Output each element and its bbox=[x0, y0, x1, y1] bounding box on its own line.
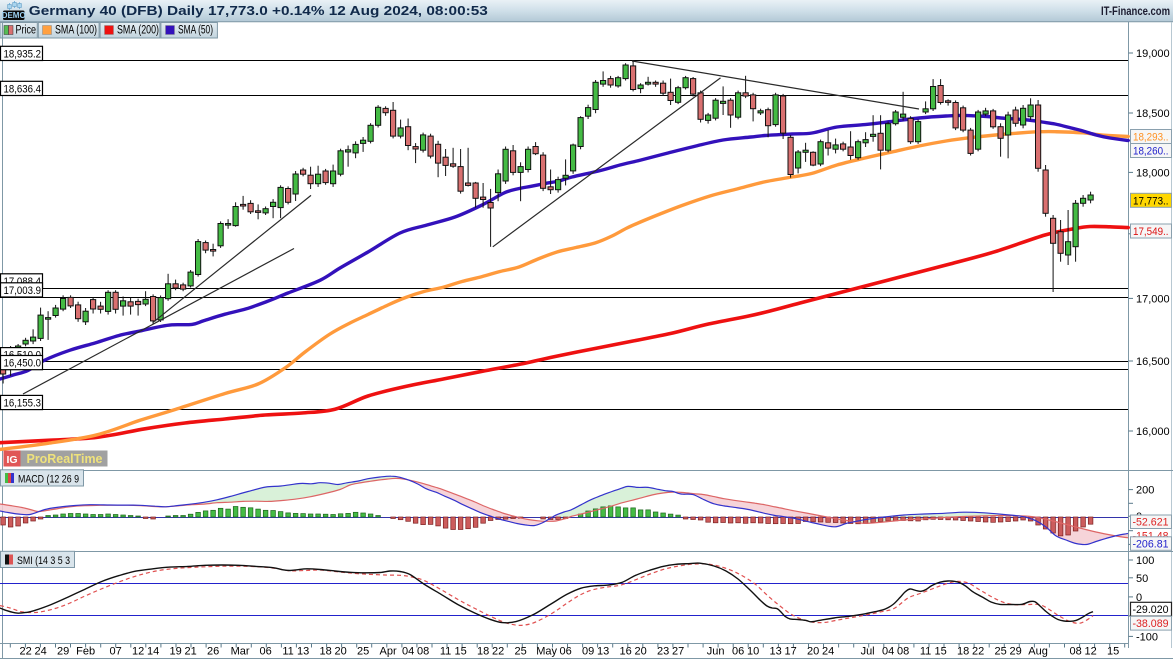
svg-text:23: 23 bbox=[657, 646, 669, 658]
svg-text:22: 22 bbox=[492, 646, 504, 658]
svg-text:29: 29 bbox=[1009, 646, 1021, 658]
svg-text:18: 18 bbox=[319, 646, 331, 658]
svg-text:18: 18 bbox=[957, 646, 969, 658]
svg-text:16,500: 16,500 bbox=[1136, 356, 1170, 368]
svg-text:-52.621: -52.621 bbox=[1133, 517, 1169, 529]
svg-text:-206.81: -206.81 bbox=[1133, 538, 1169, 550]
svg-text:20: 20 bbox=[807, 646, 819, 658]
svg-text:Apr: Apr bbox=[380, 646, 397, 658]
svg-text:25: 25 bbox=[994, 646, 1006, 658]
svg-text:MACD (12 26 9: MACD (12 26 9 bbox=[18, 474, 79, 486]
svg-text:Jun: Jun bbox=[707, 646, 725, 658]
svg-text:Jul: Jul bbox=[861, 646, 875, 658]
svg-text:15: 15 bbox=[454, 646, 466, 658]
svg-text:17,549..: 17,549.. bbox=[1133, 226, 1169, 238]
svg-text:Mar: Mar bbox=[231, 646, 250, 658]
svg-text:24: 24 bbox=[822, 646, 834, 658]
svg-text:13: 13 bbox=[769, 646, 781, 658]
svg-text:Germany 40 (DFB) Daily 17,773.: Germany 40 (DFB) Daily 17,773.0 +0.14% 1… bbox=[29, 4, 488, 18]
svg-text:09: 09 bbox=[582, 646, 594, 658]
svg-text:18,000: 18,000 bbox=[1136, 167, 1170, 179]
svg-text:13: 13 bbox=[297, 646, 309, 658]
svg-text:24: 24 bbox=[34, 646, 46, 658]
svg-text:50: 50 bbox=[1136, 573, 1148, 585]
svg-text:Price: Price bbox=[16, 25, 37, 37]
svg-text:07: 07 bbox=[109, 646, 121, 658]
svg-text:08: 08 bbox=[1069, 646, 1081, 658]
svg-text:26: 26 bbox=[207, 646, 219, 658]
svg-text:SMI (14 3 5 3: SMI (14 3 5 3 bbox=[17, 555, 70, 567]
svg-text:-100: -100 bbox=[1136, 631, 1158, 643]
svg-text:08: 08 bbox=[897, 646, 909, 658]
svg-text:06: 06 bbox=[259, 646, 271, 658]
svg-text:18,636.4: 18,636.4 bbox=[4, 83, 42, 95]
svg-text:May: May bbox=[536, 646, 557, 658]
svg-text:04: 04 bbox=[882, 646, 894, 658]
svg-text:IT-Finance.com: IT-Finance.com bbox=[1101, 4, 1170, 18]
svg-text:04: 04 bbox=[402, 646, 414, 658]
svg-text:IG: IG bbox=[6, 454, 17, 466]
svg-text:21: 21 bbox=[184, 646, 196, 658]
svg-text:19: 19 bbox=[169, 646, 181, 658]
svg-text:08: 08 bbox=[417, 646, 429, 658]
svg-text:SMA (50): SMA (50) bbox=[178, 25, 213, 37]
svg-text:Feb: Feb bbox=[76, 646, 95, 658]
svg-text:0: 0 bbox=[1136, 592, 1142, 604]
svg-text:17,000: 17,000 bbox=[1136, 293, 1170, 305]
svg-text:16,155.3: 16,155.3 bbox=[4, 397, 42, 409]
svg-text:17: 17 bbox=[784, 646, 796, 658]
svg-text:-38.089: -38.089 bbox=[1133, 618, 1169, 630]
svg-text:10: 10 bbox=[747, 646, 759, 658]
svg-text:06: 06 bbox=[559, 646, 571, 658]
svg-text:25: 25 bbox=[514, 646, 526, 658]
svg-text:18: 18 bbox=[477, 646, 489, 658]
svg-text:18,260..: 18,260.. bbox=[1133, 146, 1169, 158]
svg-text:11: 11 bbox=[440, 646, 451, 658]
svg-text:17,003.9: 17,003.9 bbox=[4, 285, 42, 297]
svg-text:200: 200 bbox=[1136, 485, 1154, 497]
svg-text:20: 20 bbox=[634, 646, 646, 658]
svg-text:12: 12 bbox=[132, 646, 144, 658]
svg-text:06: 06 bbox=[732, 646, 744, 658]
svg-text:SMA (100): SMA (100) bbox=[55, 25, 97, 37]
svg-text:12: 12 bbox=[1084, 646, 1096, 658]
svg-text:19,000: 19,000 bbox=[1136, 48, 1170, 60]
svg-text:17,773..: 17,773.. bbox=[1133, 195, 1169, 207]
svg-text:DEMO: DEMO bbox=[2, 11, 26, 20]
svg-text:Aug: Aug bbox=[1028, 646, 1048, 658]
svg-text:22: 22 bbox=[19, 646, 31, 658]
svg-text:16,000: 16,000 bbox=[1136, 426, 1170, 438]
svg-text:14: 14 bbox=[147, 646, 159, 658]
svg-text:18,935.2: 18,935.2 bbox=[4, 48, 42, 60]
svg-text:16: 16 bbox=[619, 646, 631, 658]
svg-text:25: 25 bbox=[357, 646, 369, 658]
svg-text:-29.020: -29.020 bbox=[1133, 604, 1169, 616]
svg-text:SMA (200): SMA (200) bbox=[117, 25, 159, 37]
svg-text:11: 11 bbox=[920, 646, 931, 658]
svg-text:100: 100 bbox=[1136, 555, 1154, 567]
svg-text:16,450.0: 16,450.0 bbox=[4, 358, 42, 370]
svg-text:ProRealTime: ProRealTime bbox=[27, 452, 103, 466]
svg-text:15: 15 bbox=[934, 646, 946, 658]
svg-text:18,293..: 18,293.. bbox=[1133, 132, 1169, 144]
svg-text:18,500: 18,500 bbox=[1136, 108, 1170, 120]
svg-text:20: 20 bbox=[334, 646, 346, 658]
svg-text:13: 13 bbox=[597, 646, 609, 658]
svg-text:22: 22 bbox=[972, 646, 984, 658]
svg-text:27: 27 bbox=[672, 646, 684, 658]
svg-text:15: 15 bbox=[1107, 646, 1119, 658]
svg-text:11: 11 bbox=[282, 646, 293, 658]
svg-text:29: 29 bbox=[57, 646, 69, 658]
